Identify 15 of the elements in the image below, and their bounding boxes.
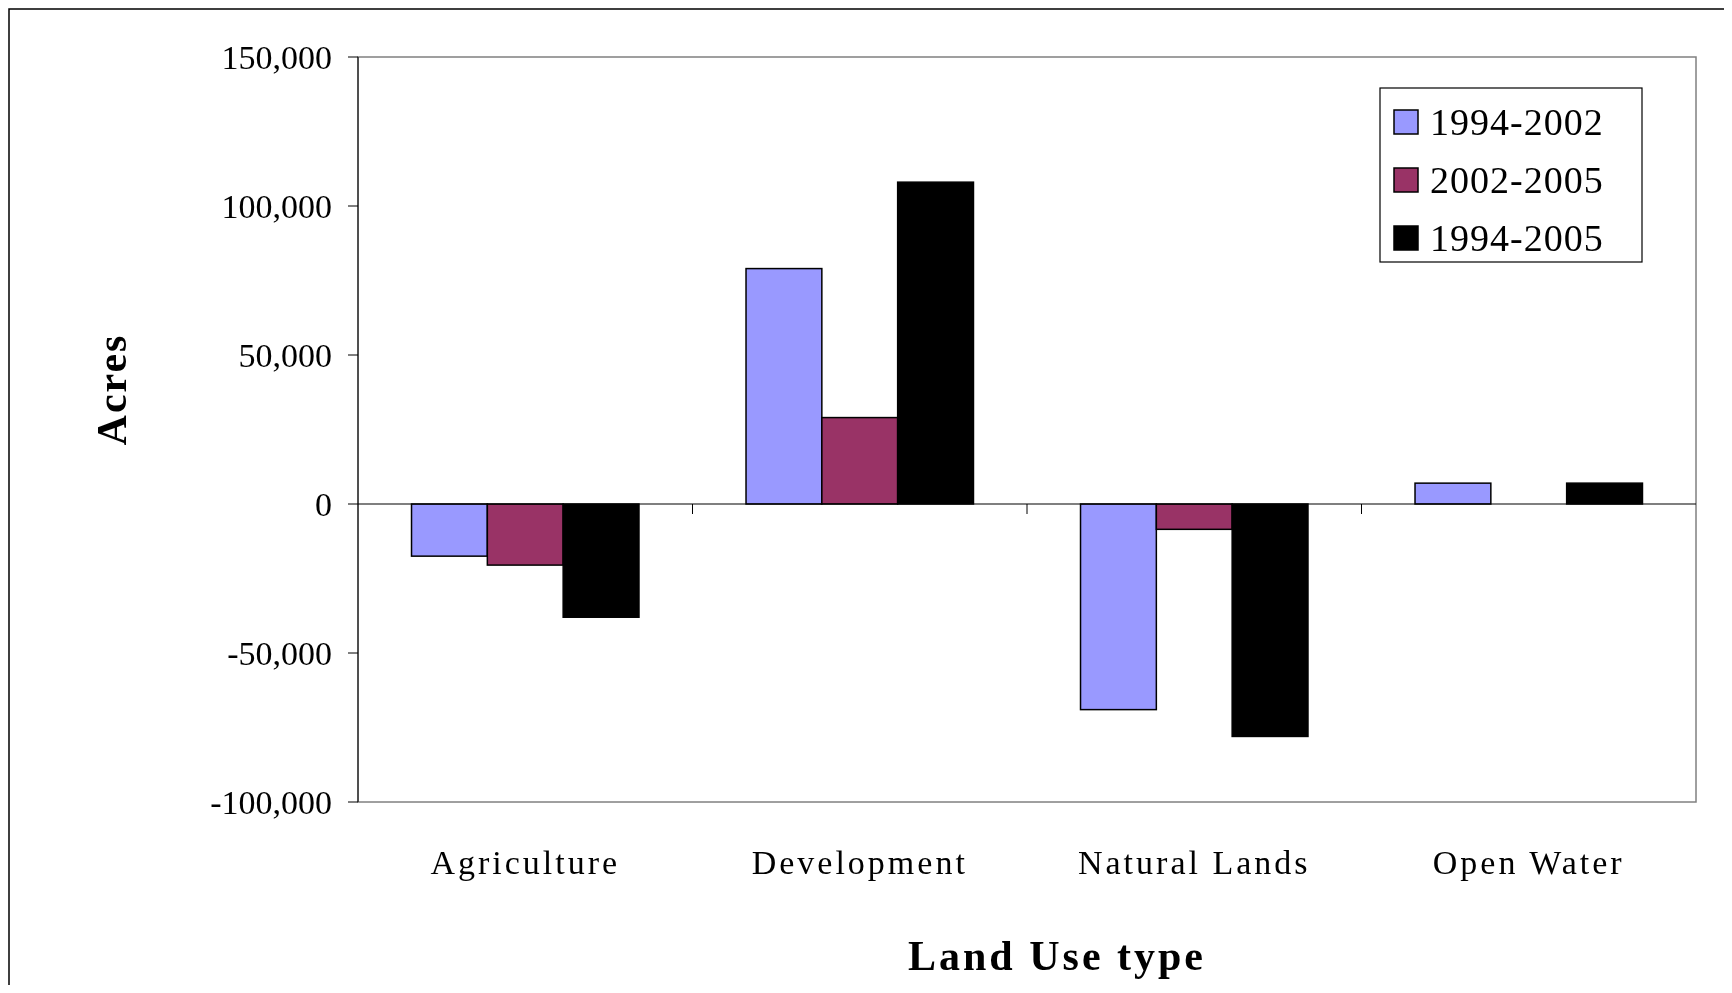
- x-tick-label: Natural Lands: [1077, 844, 1311, 881]
- y-tick-label: -100,000: [210, 783, 332, 821]
- x-tick-label: Development: [751, 844, 968, 881]
- x-tick-label: Agriculture: [430, 844, 621, 881]
- y-tick-label: 50,000: [238, 336, 332, 374]
- legend-label: 1994-2002: [1430, 101, 1604, 144]
- x-axis-title: Land Use type: [907, 933, 1207, 979]
- y-tick-label: 100,000: [221, 187, 332, 225]
- y-axis-title: Acres: [89, 333, 135, 446]
- x-tick-label: Open Water: [1432, 844, 1625, 881]
- y-tick-label: 0: [315, 485, 332, 523]
- y-tick-label: 150,000: [221, 38, 332, 76]
- y-tick-label: -50,000: [227, 634, 332, 672]
- legend-label: 1994-2005: [1430, 217, 1604, 260]
- legend-label: 2002-2005: [1430, 159, 1604, 202]
